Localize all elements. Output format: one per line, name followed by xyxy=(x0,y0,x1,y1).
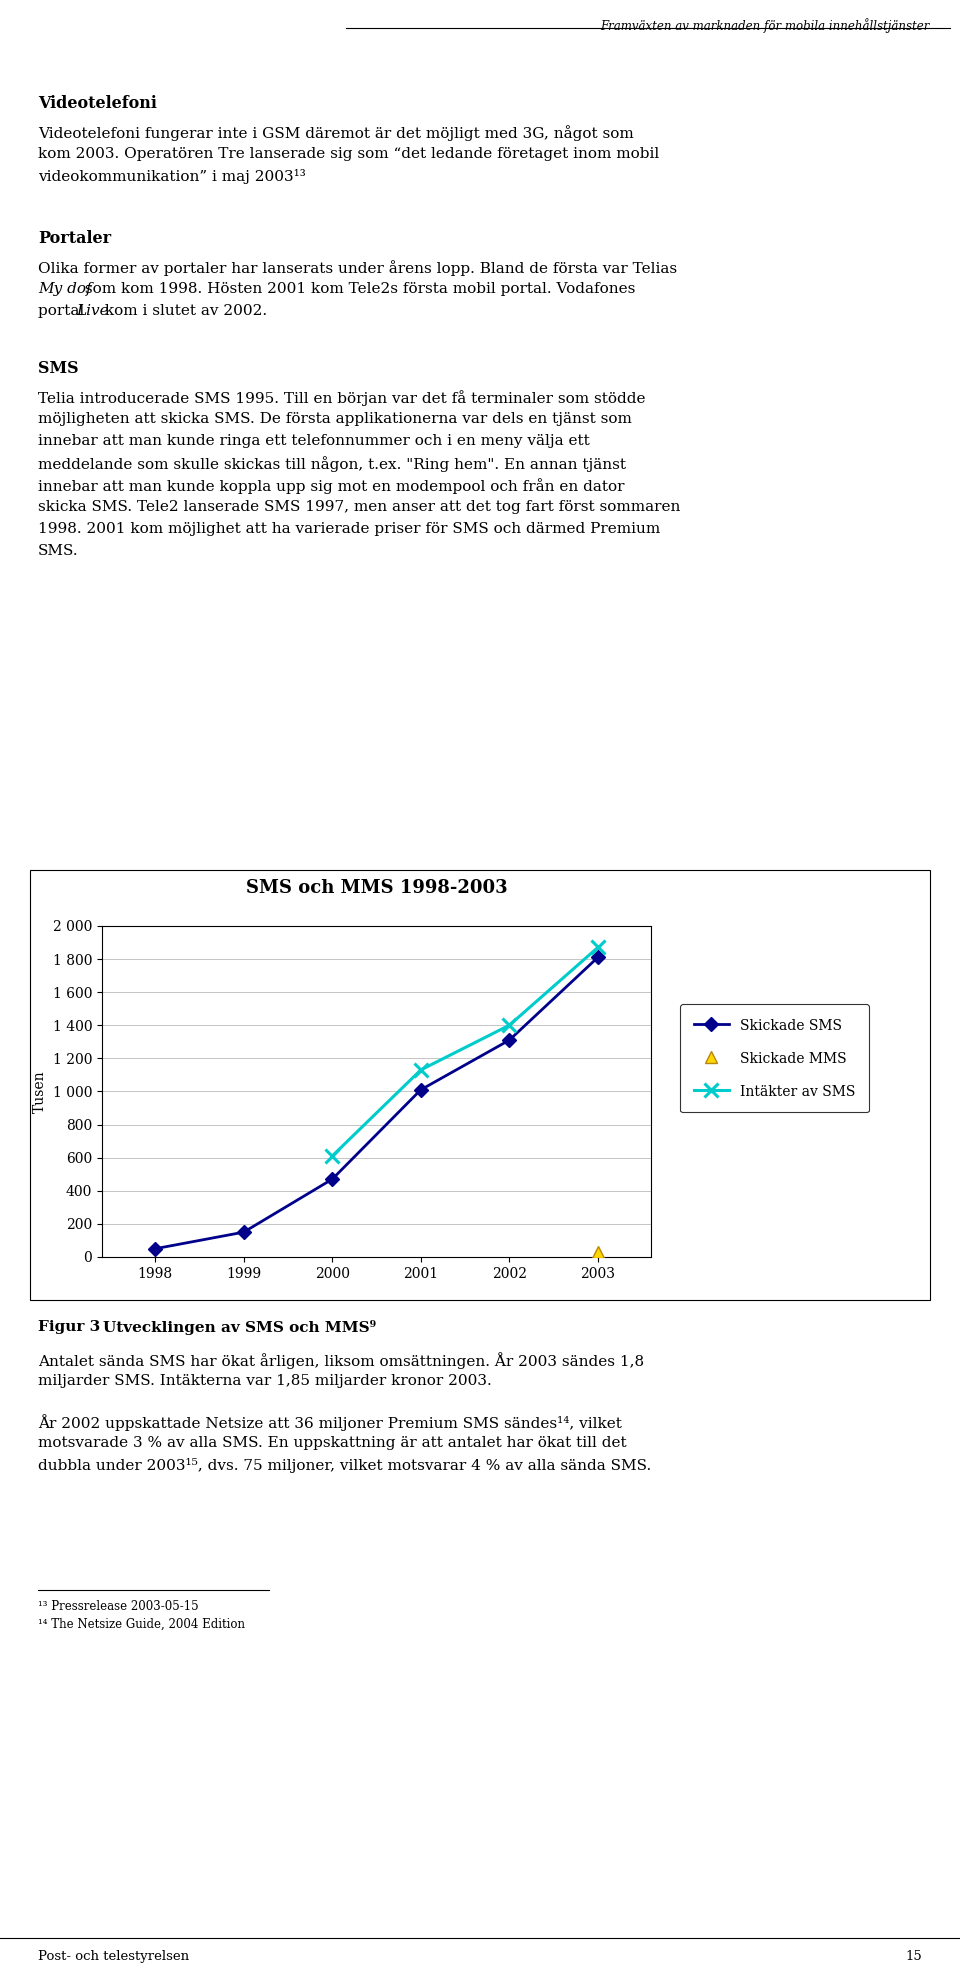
Text: innebar att man kunde koppla upp sig mot en modempool och från en dator: innebar att man kunde koppla upp sig mot… xyxy=(38,478,625,494)
Text: som kom 1998. Hösten 2001 kom Tele2s första mobil portal. Vodafones: som kom 1998. Hösten 2001 kom Tele2s för… xyxy=(80,281,636,295)
Skickade SMS xyxy=(504,1029,516,1053)
Text: SMS.: SMS. xyxy=(38,543,79,559)
Text: möjligheten att skicka SMS. De första applikationerna var dels en tjänst som: möjligheten att skicka SMS. De första ap… xyxy=(38,411,632,425)
Intäkter av SMS xyxy=(592,935,604,958)
Text: meddelande som skulle skickas till någon, t.ex. "Ring hem". En annan tjänst: meddelande som skulle skickas till någon… xyxy=(38,457,626,472)
Intäkter av SMS xyxy=(415,1059,426,1082)
Text: Framväxten av marknaden för mobila innehållstjänster: Framväxten av marknaden för mobila inneh… xyxy=(601,18,930,33)
Text: Utvecklingen av SMS och MMS⁹: Utvecklingen av SMS och MMS⁹ xyxy=(103,1321,376,1334)
Text: Videotelefoni fungerar inte i GSM däremot är det möjligt med 3G, något som: Videotelefoni fungerar inte i GSM däremo… xyxy=(38,126,634,142)
Skickade SMS xyxy=(150,1238,161,1261)
Text: portal: portal xyxy=(38,303,89,319)
Text: skicka SMS. Tele2 lanserade SMS 1997, men anser att det tog fart först sommaren: skicka SMS. Tele2 lanserade SMS 1997, me… xyxy=(38,500,681,514)
Text: SMS: SMS xyxy=(38,360,79,378)
Text: Telia introducerade SMS 1995. Till en början var det få terminaler som stödde: Telia introducerade SMS 1995. Till en bö… xyxy=(38,390,645,405)
Text: 15: 15 xyxy=(905,1950,922,1962)
Skickade SMS xyxy=(238,1220,250,1244)
Y-axis label: Tusen: Tusen xyxy=(33,1071,47,1112)
Text: 1998. 2001 kom möjlighet att ha varierade priser för SMS och därmed Premium: 1998. 2001 kom möjlighet att ha varierad… xyxy=(38,522,660,535)
Text: Figur 3: Figur 3 xyxy=(38,1321,100,1334)
Text: ¹⁴ The Netsize Guide, 2004 Edition: ¹⁴ The Netsize Guide, 2004 Edition xyxy=(38,1618,245,1631)
Text: miljarder SMS. Intäkterna var 1,85 miljarder kronor 2003.: miljarder SMS. Intäkterna var 1,85 milja… xyxy=(38,1374,492,1387)
Text: Portaler: Portaler xyxy=(38,230,111,248)
Text: År 2002 uppskattade Netsize att 36 miljoner Premium SMS sändes¹⁴, vilket: År 2002 uppskattade Netsize att 36 miljo… xyxy=(38,1413,622,1431)
Skickade SMS xyxy=(326,1167,338,1191)
Intäkter av SMS xyxy=(504,1014,516,1037)
Text: Videotelefoni: Videotelefoni xyxy=(38,94,156,112)
Line: Skickade SMS: Skickade SMS xyxy=(151,953,603,1254)
Text: kom i slutet av 2002.: kom i slutet av 2002. xyxy=(100,303,267,319)
Text: Post- och telestyrelsen: Post- och telestyrelsen xyxy=(38,1950,189,1962)
Text: innebar att man kunde ringa ett telefonnummer och i en meny välja ett: innebar att man kunde ringa ett telefonn… xyxy=(38,435,589,449)
Skickade SMS xyxy=(415,1078,426,1102)
Text: My dof: My dof xyxy=(38,281,91,295)
Text: ¹³ Pressrelease 2003-05-15: ¹³ Pressrelease 2003-05-15 xyxy=(38,1600,199,1614)
Text: Antalet sända SMS har ökat årligen, liksom omsättningen. År 2003 sändes 1,8: Antalet sända SMS har ökat årligen, liks… xyxy=(38,1352,644,1370)
Text: videokommunikation” i maj 2003¹³: videokommunikation” i maj 2003¹³ xyxy=(38,169,305,183)
Text: dubbla under 2003¹⁵, dvs. 75 miljoner, vilket motsvarar 4 % av alla sända SMS.: dubbla under 2003¹⁵, dvs. 75 miljoner, v… xyxy=(38,1458,651,1472)
Text: motsvarade 3 % av alla SMS. En uppskattning är att antalet har ökat till det: motsvarade 3 % av alla SMS. En uppskattn… xyxy=(38,1437,627,1450)
Legend: Skickade SMS, Skickade MMS, Intäkter av SMS: Skickade SMS, Skickade MMS, Intäkter av … xyxy=(680,1004,869,1112)
Line: Intäkter av SMS: Intäkter av SMS xyxy=(325,941,605,1163)
Text: SMS och MMS 1998-2003: SMS och MMS 1998-2003 xyxy=(246,880,507,897)
Line: Skickade MMS: Skickade MMS xyxy=(591,1246,604,1258)
Skickade MMS xyxy=(592,1240,604,1263)
Skickade SMS xyxy=(592,945,604,968)
Text: kom 2003. Operatören Tre lanserade sig som “det ledande företaget inom mobil: kom 2003. Operatören Tre lanserade sig s… xyxy=(38,148,660,161)
Intäkter av SMS xyxy=(326,1143,338,1167)
Text: Live: Live xyxy=(76,303,108,319)
Text: Olika former av portaler har lanserats under årens lopp. Bland de första var Tel: Olika former av portaler har lanserats u… xyxy=(38,260,677,276)
